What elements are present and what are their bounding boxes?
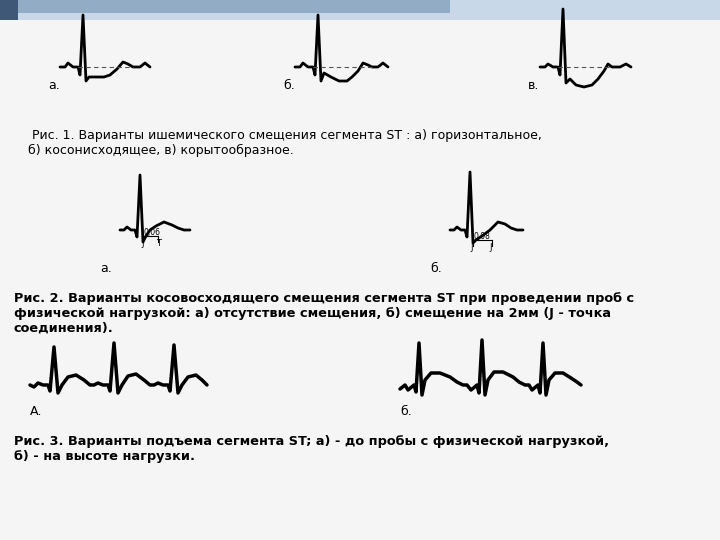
- Text: а.: а.: [48, 79, 60, 92]
- Text: Рис. 3. Варианты подъема сегмента ST; а) - до пробы с физической нагрузкой,
б) -: Рис. 3. Варианты подъема сегмента ST; а)…: [14, 435, 609, 463]
- Bar: [0, 0, 18, 20]
- Text: J: J: [470, 243, 472, 252]
- Text: б.: б.: [430, 262, 442, 275]
- Text: А.: А.: [30, 405, 42, 418]
- Text: J: J: [489, 243, 492, 252]
- Text: Рис. 1. Варианты ишемического смещения сегмента ST : а) горизонтальное,
б) косон: Рис. 1. Варианты ишемического смещения с…: [28, 129, 542, 157]
- Text: 0,08: 0,08: [474, 232, 491, 240]
- Bar: [0, 0, 450, 13]
- Text: а.: а.: [100, 262, 112, 275]
- Text: T: T: [156, 239, 161, 248]
- Text: в.: в.: [528, 79, 539, 92]
- Text: Рис. 2. Варианты косовосходящего смещения сегмента ST при проведении проб с
физи: Рис. 2. Варианты косовосходящего смещени…: [14, 292, 634, 335]
- Text: б.: б.: [283, 79, 294, 92]
- Text: 0,06: 0,06: [144, 227, 161, 237]
- Text: б.: б.: [400, 405, 412, 418]
- Bar: [0, 0, 720, 20]
- Text: J: J: [141, 239, 143, 248]
